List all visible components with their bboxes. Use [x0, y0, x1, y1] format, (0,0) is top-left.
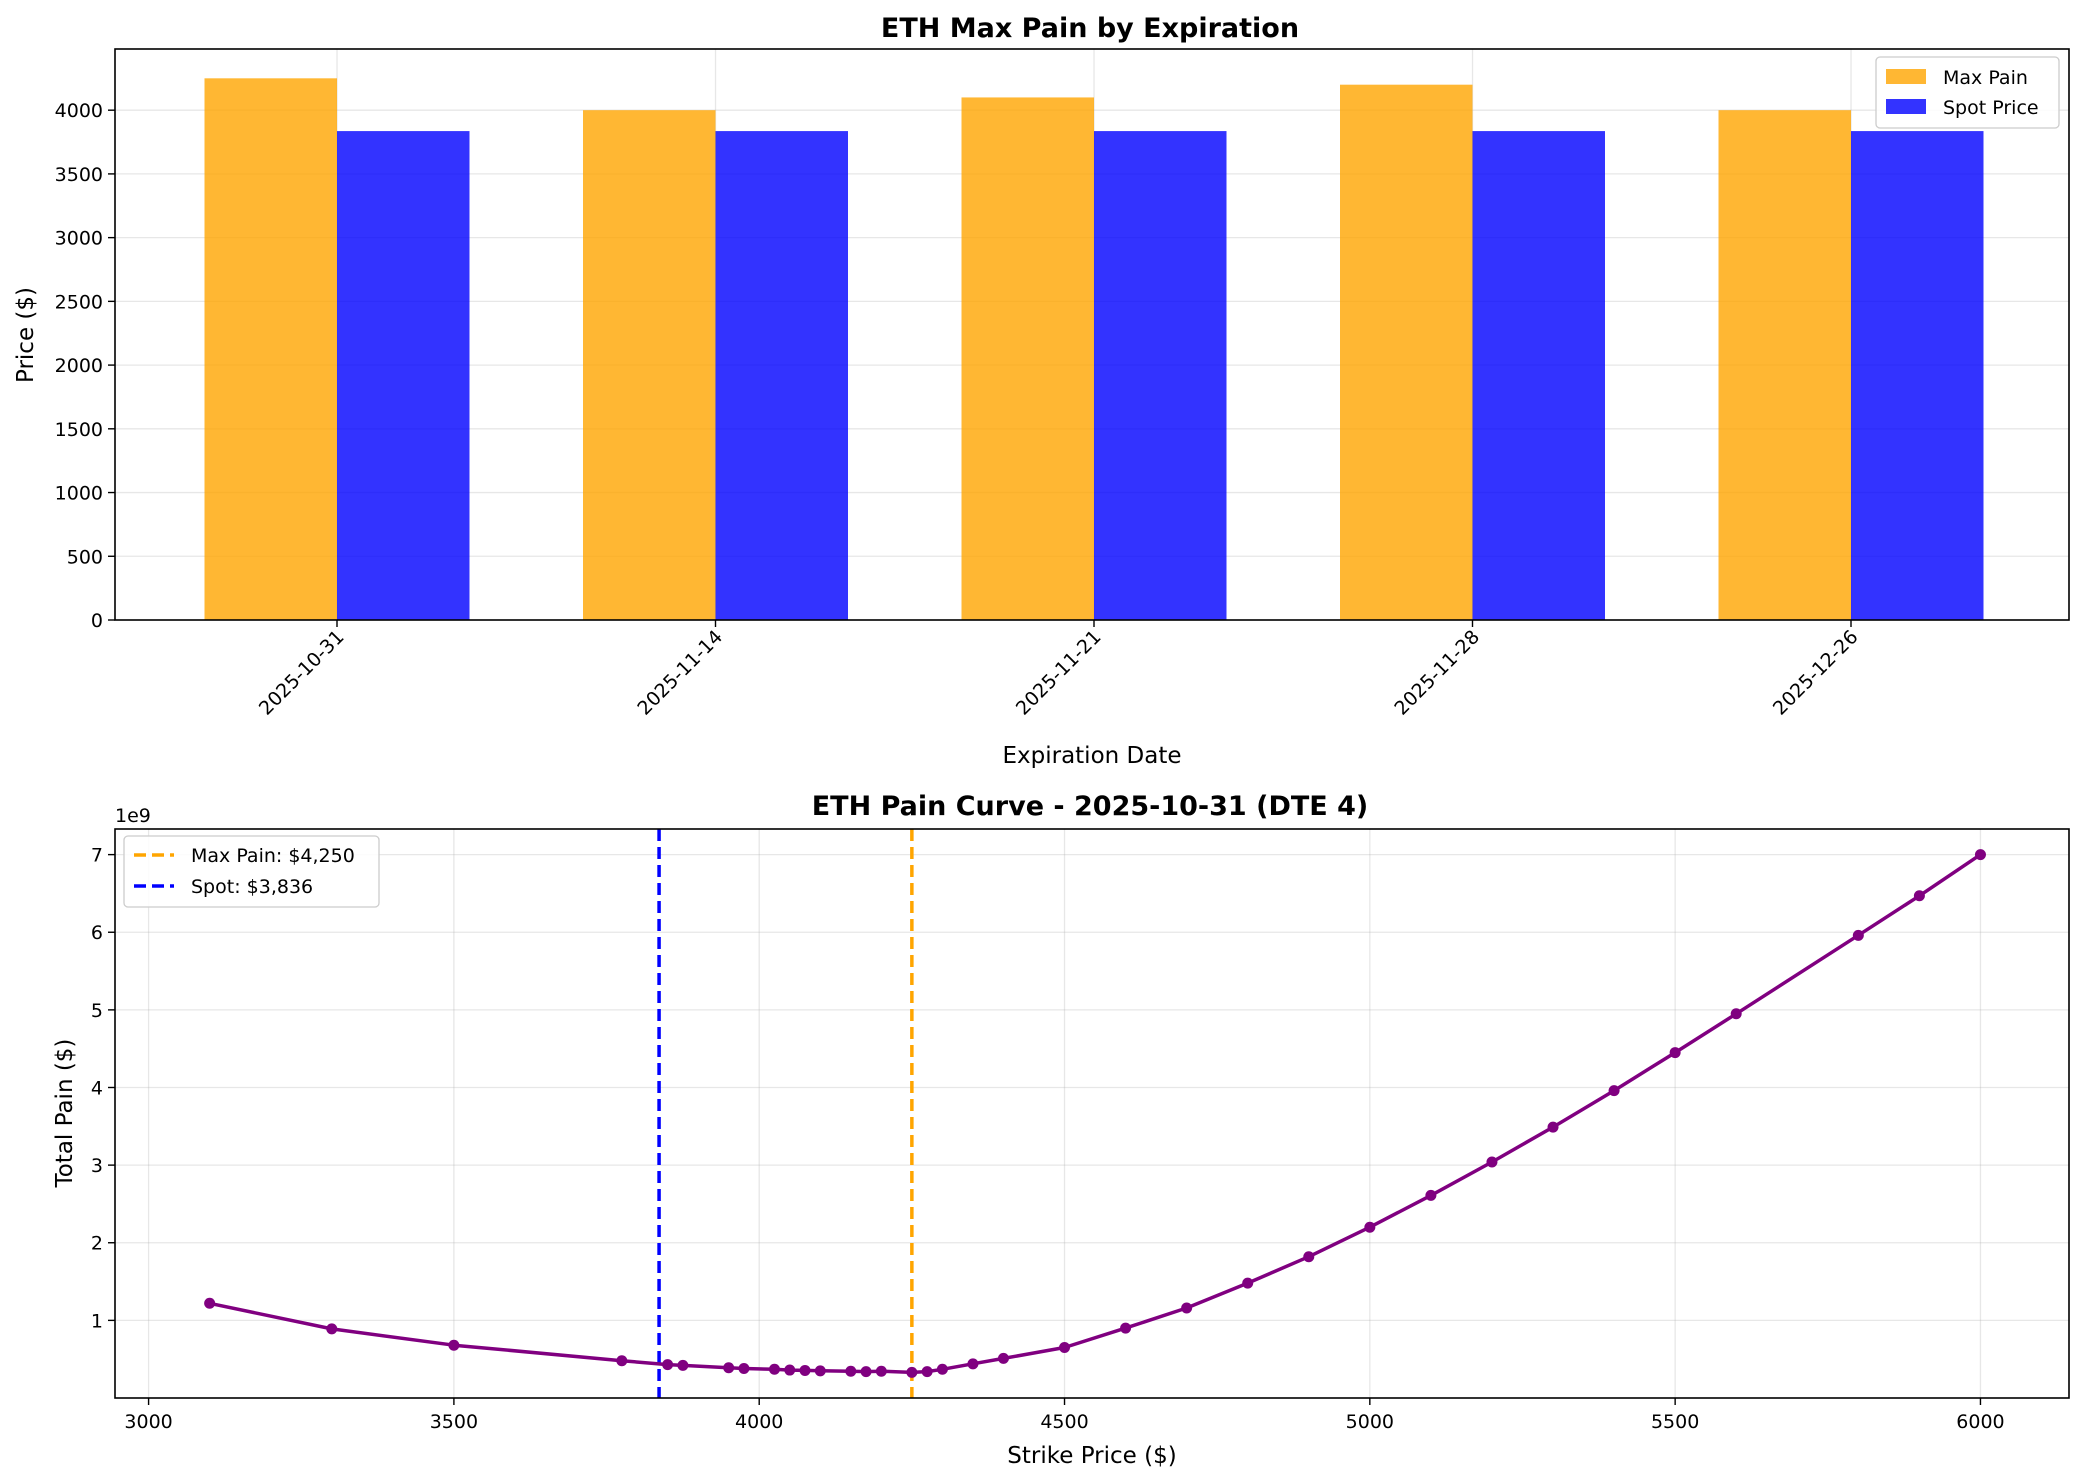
pain-curve-x-tick-label: 5500: [1651, 1411, 1699, 1433]
bar-max-pain-2025-12-26: [1718, 110, 1851, 620]
legend-swatch-max-pain: [1886, 69, 1926, 84]
pain-curve-point: [662, 1359, 674, 1371]
pain-curve-point: [326, 1323, 338, 1335]
pain-curve-y-tick-label: 3: [91, 1155, 103, 1177]
pain-curve-point: [448, 1339, 460, 1351]
pain-curve-y-tick-label: 2: [91, 1233, 103, 1255]
bar-chart-x-tick-label: 2025-11-21: [1012, 626, 1106, 720]
pain-curve-x-tick-label: 4500: [1040, 1411, 1088, 1433]
pain-curve-point: [723, 1362, 735, 1374]
pain-curve-point: [1242, 1277, 1254, 1289]
bar-spot-price-2025-11-14: [715, 131, 848, 621]
pain-curve-point: [1120, 1322, 1132, 1334]
pain-curve-x-tick-label: 6000: [1956, 1411, 2004, 1433]
bar-spot-price-2025-11-28: [1472, 131, 1605, 621]
bar-chart-y-tick-label: 0: [91, 610, 103, 632]
legend-label-spot-line: Spot: $3,836: [191, 876, 313, 898]
pain-curve-xlabel: Strike Price ($): [1007, 1443, 1176, 1469]
bar-chart-panel: ETH Max Pain by Expiration 0 500 1000 1500 2…: [13, 13, 2070, 769]
bar-chart-y-tick-label: 4000: [55, 100, 103, 122]
pain-curve-y-tick-label: 7: [91, 845, 103, 867]
pain-curve-y-tick-label: 6: [91, 922, 103, 944]
pain-curve-point: [738, 1363, 750, 1375]
pain-curve-y-tick-label: 1: [91, 1310, 103, 1332]
pain-curve-point: [997, 1352, 1009, 1364]
bar-max-pain-2025-10-31: [204, 78, 337, 620]
bar-chart-y-tick-label: 2000: [55, 355, 103, 377]
pain-curve-point: [1181, 1302, 1193, 1314]
bar-chart-x-tick-label: 2025-11-28: [1390, 626, 1484, 720]
pain-curve-point: [1486, 1156, 1498, 1168]
pain-curve-point: [1730, 1008, 1742, 1020]
pain-curve-point: [1913, 890, 1925, 902]
pain-curve-point: [1303, 1251, 1315, 1263]
bar-chart-xlabel: Expiration Date: [1002, 743, 1181, 769]
bar-chart-y-tick-label: 1000: [55, 483, 103, 505]
bar-chart-y-tick-label: 500: [67, 546, 103, 568]
pain-curve-x-tick-label: 3500: [430, 1411, 478, 1433]
pain-curve-point: [1059, 1342, 1071, 1354]
bar-chart-y-tick-label: 1500: [55, 419, 103, 441]
pain-curve-point: [967, 1358, 979, 1370]
bar-chart-x-tick-label: 2025-11-14: [633, 626, 727, 720]
pain-curve-point: [1547, 1121, 1559, 1133]
bar-chart-x-tick-label: 2025-12-26: [1769, 626, 1863, 720]
pain-curve-ylabel: Total Pain ($): [52, 1039, 78, 1189]
pain-curve-point: [860, 1366, 872, 1378]
pain-curve-point: [1852, 929, 1864, 941]
pain-curve-point: [677, 1359, 689, 1371]
pain-curve-panel: ETH Pain Curve - 2025-10-31 (DTE 4) 1e9 …: [52, 791, 2070, 1469]
bar-spot-price-2025-12-26: [1851, 131, 1984, 621]
bar-spot-price-2025-11-21: [1094, 131, 1227, 621]
pain-curve-point: [784, 1364, 796, 1376]
pain-curve-point: [875, 1365, 887, 1377]
pain-curve-y-tick-label: 5: [91, 1000, 103, 1022]
legend-label-max-pain: Max Pain: [1943, 67, 2028, 89]
pain-curve-point: [768, 1363, 780, 1375]
bar-chart-ylabel: Price ($): [13, 287, 39, 383]
pain-curve-point: [1608, 1085, 1620, 1097]
pain-curve-point: [906, 1366, 918, 1378]
bar-chart-title: ETH Max Pain by Expiration: [881, 13, 1299, 44]
legend-swatch-spot-price: [1886, 99, 1926, 114]
bar-spot-price-2025-10-31: [337, 131, 470, 621]
legend-label-max-pain-line: Max Pain: $4,250: [191, 845, 355, 867]
pain-curve-point: [204, 1297, 216, 1309]
pain-curve-point: [1669, 1047, 1681, 1059]
pain-curve-point: [936, 1363, 948, 1375]
bar-max-pain-2025-11-28: [1340, 84, 1473, 620]
bar-chart-y-tick-label: 3000: [55, 228, 103, 250]
pain-curve-point: [616, 1355, 628, 1367]
pain-curve-point: [1974, 849, 1986, 861]
pain-curve-x-tick-label: 3000: [124, 1411, 172, 1433]
pain-curve-x-tick-label: 5000: [1346, 1411, 1394, 1433]
y-scale-multiplier: 1e9: [115, 805, 151, 827]
pain-curve-point: [1425, 1189, 1437, 1201]
pain-curve-title: ETH Pain Curve - 2025-10-31 (DTE 4): [812, 791, 1369, 822]
pain-curve-x-tick-label: 4000: [735, 1411, 783, 1433]
pain-curve-y-tick-label: 4: [91, 1077, 103, 1099]
bar-max-pain-2025-11-14: [583, 110, 716, 620]
pain-curve-legend: Max Pain: $4,250 Spot: $3,836: [123, 835, 380, 908]
pain-curve-point: [845, 1365, 857, 1377]
legend-box: [123, 835, 380, 908]
bar-chart-x-tick-label: 2025-10-31: [255, 626, 349, 720]
bar-max-pain-2025-11-21: [961, 97, 1094, 620]
pain-curve-point: [921, 1366, 933, 1378]
legend-label-spot-price: Spot Price: [1943, 97, 2039, 119]
pain-curve-point: [1364, 1221, 1376, 1233]
pain-curve-frame: [114, 828, 2070, 1399]
bar-chart-frame: [114, 48, 2070, 621]
bar-chart-y-tick-label: 2500: [55, 291, 103, 313]
bar-chart-legend: Max Pain Spot Price: [1875, 56, 2060, 129]
pain-curve-point: [799, 1364, 811, 1376]
bar-chart-y-tick-label: 3500: [55, 164, 103, 186]
pain-curve-point: [814, 1365, 826, 1377]
